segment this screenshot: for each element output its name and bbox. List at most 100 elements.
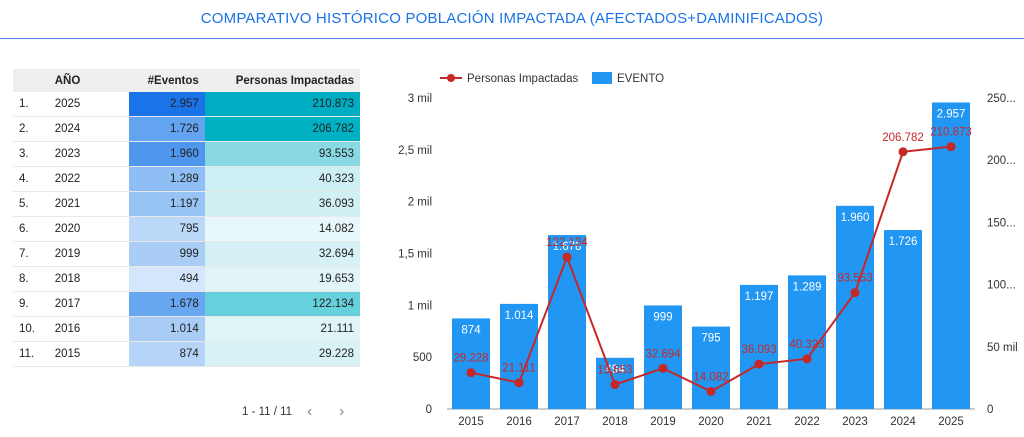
title-bar: COMPARATIVO HISTÓRICO POBLACIÓN IMPACTAD…: [0, 0, 1024, 39]
row-events: 999: [129, 241, 205, 267]
row-events: 1.289: [129, 166, 205, 192]
table-row[interactable]: 2. 2024 1.726 206.782: [13, 116, 360, 142]
x-tick-label: 2023: [842, 416, 868, 428]
header-year[interactable]: AÑO: [48, 69, 130, 92]
line-point: [754, 359, 764, 369]
data-table: AÑO #Eventos Personas Impactadas 1. 2025 2…: [13, 69, 360, 367]
x-tick-label: 2019: [650, 416, 676, 428]
bar-data-label: 1.726: [889, 236, 918, 248]
y-left-tick-label: 500: [413, 352, 432, 364]
bar-data-label: 999: [653, 311, 672, 323]
table-row[interactable]: 11. 2015 874 29.228: [13, 341, 360, 367]
x-tick-label: 2017: [554, 416, 580, 428]
y-right-tick-label: 200...: [987, 155, 1016, 167]
row-events: 1.726: [129, 116, 205, 142]
row-year: 2015: [48, 341, 130, 367]
pagination-label: 1 - 11 / 11: [242, 406, 293, 418]
bar: [644, 305, 682, 409]
row-index: 1.: [13, 92, 49, 117]
row-people: 14.082: [204, 216, 360, 242]
x-tick-label: 2024: [890, 416, 916, 428]
row-year: 2016: [48, 316, 130, 342]
row-index: 5.: [13, 191, 49, 217]
row-index: 4.: [13, 166, 49, 192]
row-people: 210.873: [204, 92, 360, 117]
y-left-tick-label: 0: [426, 404, 432, 416]
line-data-label: 29.228: [453, 353, 488, 365]
bar: [884, 230, 922, 409]
table-row[interactable]: 10. 2016 1.014 21.111: [13, 316, 360, 342]
line-data-label: 210.873: [930, 127, 972, 139]
row-year: 2018: [48, 266, 130, 292]
line-point: [466, 368, 476, 378]
bar-data-label: 1.197: [745, 291, 774, 303]
row-people: 36.093: [204, 191, 360, 217]
table-row[interactable]: 4. 2022 1.289 40.323: [13, 166, 360, 192]
table-row[interactable]: 5. 2021 1.197 36.093: [13, 191, 360, 217]
row-index: 11.: [13, 341, 49, 367]
next-page-button[interactable]: ›: [339, 403, 345, 420]
bar: [836, 205, 874, 409]
bar: [548, 235, 586, 409]
row-people: 21.111: [204, 316, 360, 342]
header-people[interactable]: Personas Impactadas: [204, 69, 360, 92]
bar: [452, 318, 490, 409]
row-index: 3.: [13, 141, 49, 167]
row-events: 2.957: [129, 92, 205, 117]
row-index: 9.: [13, 291, 49, 317]
row-year: 2021: [48, 191, 130, 217]
table-row[interactable]: 6. 2020 795 14.082: [13, 216, 360, 242]
header-events[interactable]: #Eventos: [129, 69, 205, 92]
bar-data-label: 1.289: [793, 281, 822, 293]
y-right-tick-label: 0: [987, 404, 993, 416]
line-point: [850, 288, 860, 298]
line-data-label: 36.093: [741, 344, 776, 356]
table-row[interactable]: 8. 2018 494 19.653: [13, 266, 360, 292]
bar: [932, 102, 970, 409]
line-data-label: 32.694: [645, 348, 681, 360]
row-people: 93.553: [204, 141, 360, 167]
row-year: 2024: [48, 116, 130, 142]
row-index: 8.: [13, 266, 49, 292]
legend-bar-label: EVENTO: [617, 73, 664, 85]
y-left-tick-label: 2,5 mil: [398, 145, 432, 157]
line-point: [610, 380, 620, 390]
table-row[interactable]: 1. 2025 2.957 210.873: [13, 92, 360, 117]
bar-data-label: 494: [605, 364, 625, 376]
x-tick-label: 2022: [794, 416, 820, 428]
legend-bar-swatch: [592, 72, 612, 84]
prev-page-button[interactable]: ‹: [307, 403, 313, 420]
row-index: 7.: [13, 241, 49, 267]
bar-data-label: 1.014: [505, 310, 534, 322]
row-people: 206.782: [204, 116, 360, 142]
line-data-label: 206.782: [882, 132, 924, 144]
y-right-tick-label: 50 mil: [987, 342, 1018, 354]
bar: [596, 357, 634, 409]
header-index: [13, 69, 49, 92]
table-header-row: AÑO #Eventos Personas Impactadas: [13, 69, 360, 92]
line-data-label: 14.082: [693, 371, 728, 383]
table-row[interactable]: 3. 2023 1.960 93.553: [13, 141, 360, 167]
row-people: 29.228: [204, 341, 360, 367]
row-people: 19.653: [204, 266, 360, 292]
line-point: [706, 386, 716, 396]
bar-data-label: 2.957: [937, 108, 966, 120]
table-row[interactable]: 7. 2019 999 32.694: [13, 241, 360, 267]
y-left-tick-label: 3 mil: [408, 93, 432, 105]
legend-line-marker: [447, 74, 455, 82]
table-row[interactable]: 9. 2017 1.678 122.134: [13, 291, 360, 317]
line-point: [514, 378, 524, 388]
row-events: 1.197: [129, 191, 205, 217]
bar-data-label: 795: [701, 333, 720, 345]
row-events: 795: [129, 216, 205, 242]
bar-data-label: 1.678: [553, 241, 582, 253]
y-right-tick-label: 250...: [987, 93, 1016, 105]
x-tick-label: 2016: [506, 416, 532, 428]
row-year: 2020: [48, 216, 130, 242]
bar: [788, 275, 826, 409]
bar: [692, 326, 730, 409]
row-events: 874: [129, 341, 205, 367]
page-title: COMPARATIVO HISTÓRICO POBLACIÓN IMPACTAD…: [200, 10, 824, 27]
x-tick-label: 2025: [938, 416, 964, 428]
bar: [740, 284, 778, 409]
